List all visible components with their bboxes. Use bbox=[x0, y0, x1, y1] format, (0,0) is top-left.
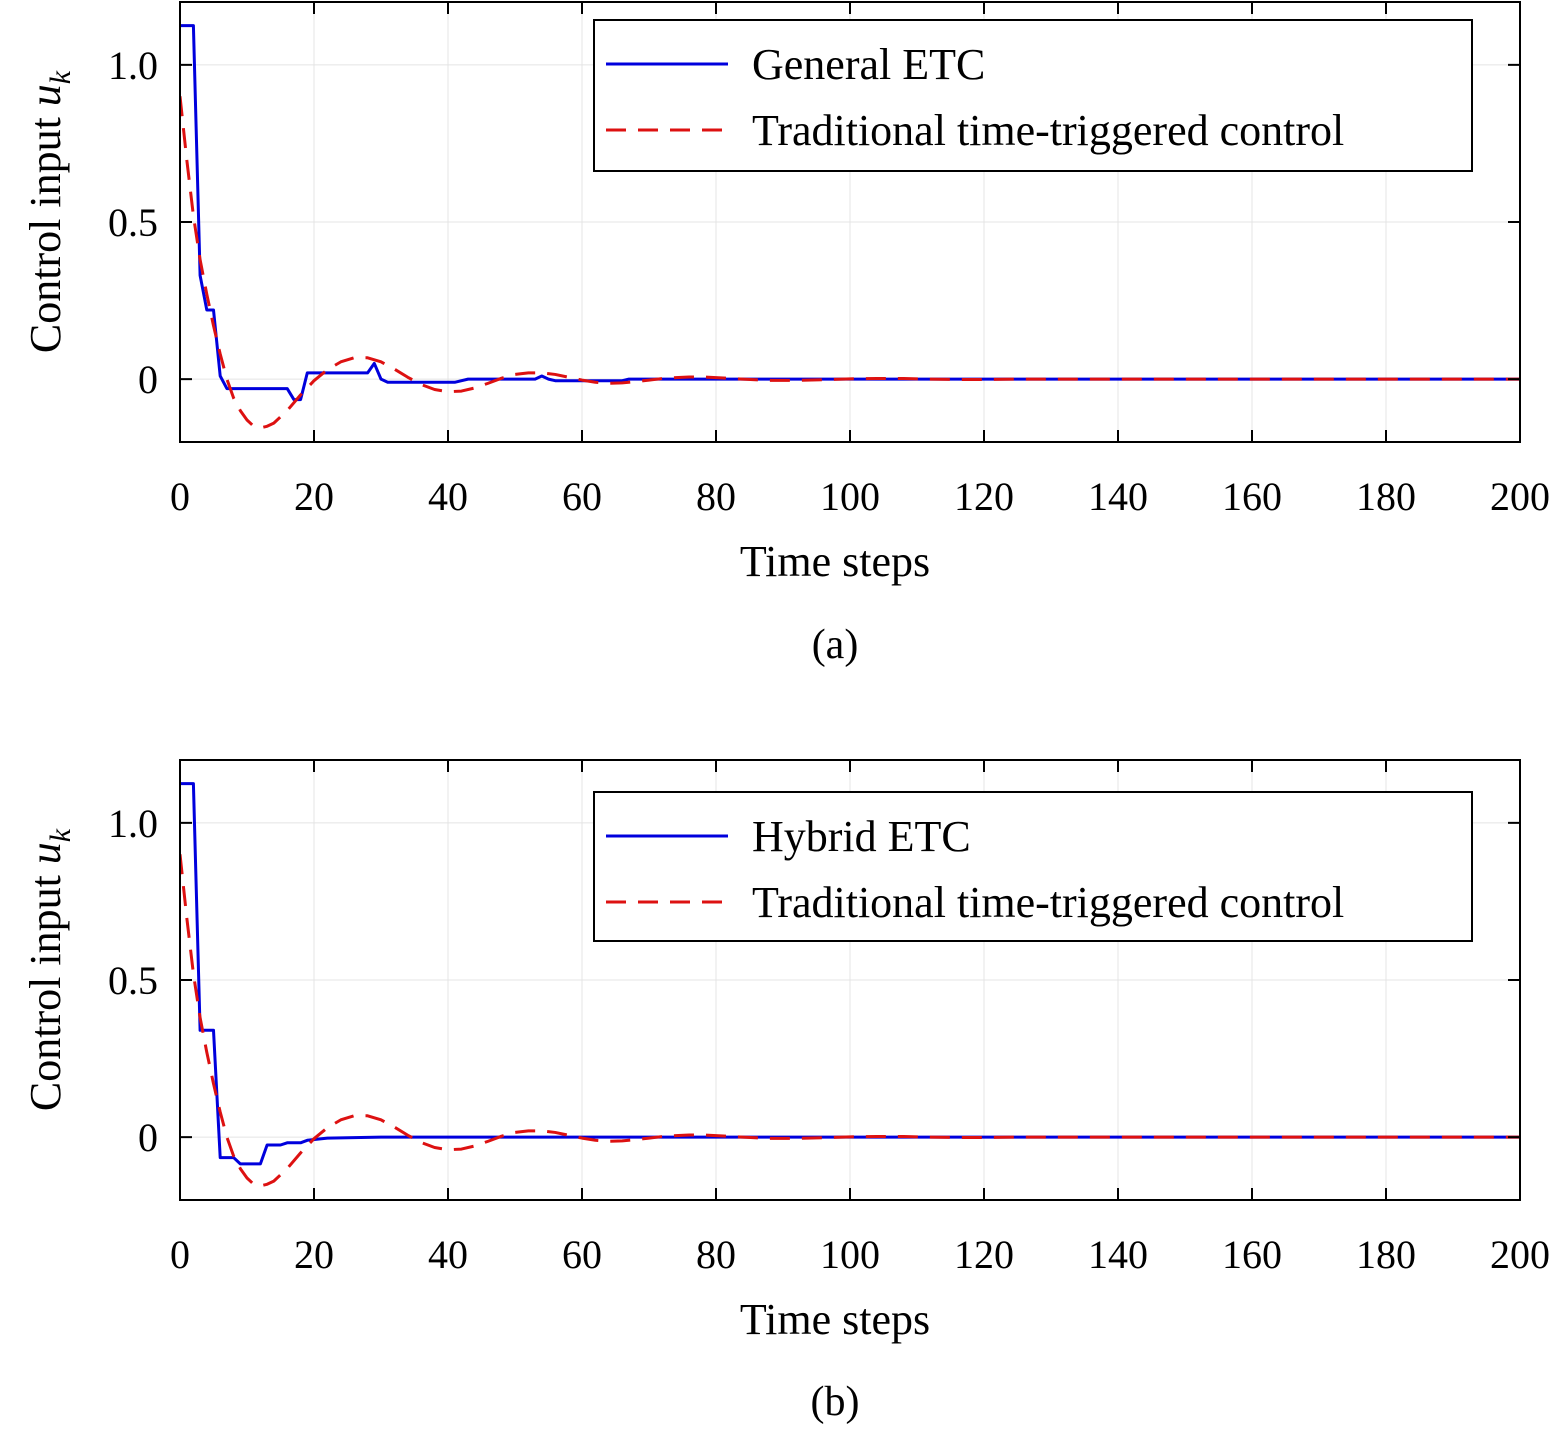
y-tick-label: 0.5 bbox=[108, 958, 158, 1003]
y-axis-label-variable: u bbox=[21, 842, 70, 864]
legend: Hybrid ETC Traditional time-triggered con… bbox=[593, 791, 1473, 942]
series-line-time-triggered bbox=[180, 854, 1520, 1188]
x-tick-label: 0 bbox=[170, 1232, 190, 1277]
panel-a: 0 20 40 60 80 100 120 140 160 180 200 0 0.5 1.0 Time s… bbox=[21, 1, 1550, 668]
x-tick-label: 0 bbox=[170, 474, 190, 519]
y-axis-label-subscript: k bbox=[44, 70, 77, 84]
y-axis-label: Control input uk bbox=[21, 70, 77, 353]
legend: General ETC Traditional time-triggered co… bbox=[593, 19, 1473, 172]
panel-caption: (a) bbox=[812, 622, 859, 668]
x-tick-label: 100 bbox=[820, 474, 880, 519]
y-axis-label-text: Control input bbox=[21, 864, 70, 1111]
x-tick-label: 160 bbox=[1222, 1232, 1282, 1277]
x-tick-label: 140 bbox=[1088, 1232, 1148, 1277]
x-tick-label: 80 bbox=[696, 474, 736, 519]
panel-caption: (b) bbox=[811, 1379, 860, 1425]
x-tick-label: 40 bbox=[428, 1232, 468, 1277]
panel-b: 0 20 40 60 80 100 120 140 160 180 200 0 0.5 1.0 Time s… bbox=[21, 759, 1550, 1425]
series-line-etc bbox=[180, 24, 1520, 402]
x-tick-label: 40 bbox=[428, 474, 468, 519]
y-axis-label-subscript: k bbox=[44, 828, 77, 842]
x-tick-label: 160 bbox=[1222, 474, 1282, 519]
legend-box bbox=[593, 791, 1473, 942]
x-tick-label: 80 bbox=[696, 1232, 736, 1277]
x-tick-label: 20 bbox=[294, 1232, 334, 1277]
x-tick-label: 120 bbox=[954, 1232, 1014, 1277]
x-tick-label: 60 bbox=[562, 1232, 602, 1277]
legend-label: General ETC bbox=[752, 40, 985, 89]
x-tick-label: 180 bbox=[1356, 1232, 1416, 1277]
x-tick-label: 20 bbox=[294, 474, 334, 519]
legend-label: Traditional time-triggered control bbox=[752, 878, 1344, 927]
y-tick-label: 1.0 bbox=[108, 43, 158, 88]
x-tick-label: 200 bbox=[1490, 1232, 1550, 1277]
y-tick-label: 0.5 bbox=[108, 200, 158, 245]
y-tick-label: 1.0 bbox=[108, 801, 158, 846]
y-axis-label-text: Control input bbox=[21, 106, 70, 353]
x-axis-label: Time steps bbox=[740, 1295, 930, 1344]
x-tick-label: 180 bbox=[1356, 474, 1416, 519]
legend-box bbox=[593, 19, 1473, 172]
legend-label: Traditional time-triggered control bbox=[752, 106, 1344, 155]
x-axis-label: Time steps bbox=[740, 537, 930, 586]
series-line-time-triggered bbox=[180, 96, 1520, 430]
x-tick-label: 100 bbox=[820, 1232, 880, 1277]
y-tick-label: 0 bbox=[138, 357, 158, 402]
y-tick-label: 0 bbox=[138, 1115, 158, 1160]
y-axis-label: Control input uk bbox=[21, 828, 77, 1111]
x-tick-label: 120 bbox=[954, 474, 1014, 519]
x-tick-label: 200 bbox=[1490, 474, 1550, 519]
x-tick-label: 140 bbox=[1088, 474, 1148, 519]
y-axis-label-variable: u bbox=[21, 84, 70, 106]
legend-label: Hybrid ETC bbox=[752, 812, 971, 861]
x-tick-label: 60 bbox=[562, 474, 602, 519]
